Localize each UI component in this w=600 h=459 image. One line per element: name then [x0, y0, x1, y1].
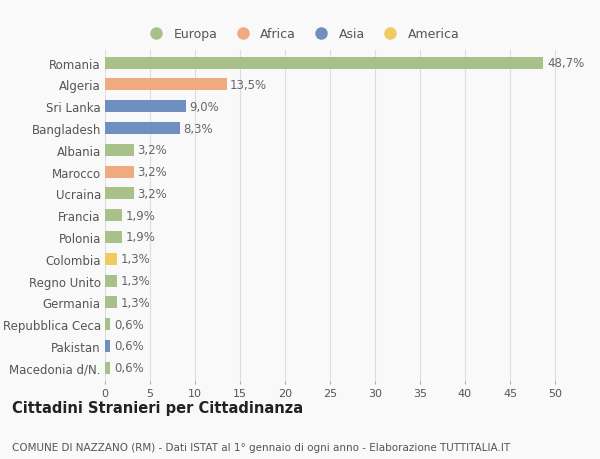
Bar	[105, 297, 116, 308]
Bar	[105, 362, 110, 374]
Bar	[105, 319, 110, 330]
Bar	[105, 79, 227, 91]
Bar	[105, 275, 116, 287]
Text: 13,5%: 13,5%	[230, 79, 267, 92]
Text: 3,2%: 3,2%	[137, 188, 167, 201]
Bar	[105, 166, 134, 178]
Text: 1,3%: 1,3%	[120, 296, 150, 309]
Bar	[105, 57, 544, 69]
Text: Cittadini Stranieri per Cittadinanza: Cittadini Stranieri per Cittadinanza	[12, 400, 303, 415]
Bar	[105, 231, 122, 243]
Text: 1,9%: 1,9%	[126, 209, 155, 222]
Bar	[105, 340, 110, 352]
Text: 0,6%: 0,6%	[114, 361, 144, 375]
Text: 1,9%: 1,9%	[126, 231, 155, 244]
Text: 0,6%: 0,6%	[114, 340, 144, 353]
Text: 3,2%: 3,2%	[137, 144, 167, 157]
Legend: Europa, Africa, Asia, America: Europa, Africa, Asia, America	[144, 28, 459, 41]
Text: 48,7%: 48,7%	[547, 57, 584, 70]
Text: 3,2%: 3,2%	[137, 166, 167, 179]
Bar	[105, 253, 116, 265]
Bar	[105, 145, 134, 157]
Text: 1,3%: 1,3%	[120, 274, 150, 287]
Bar	[105, 188, 134, 200]
Text: COMUNE DI NAZZANO (RM) - Dati ISTAT al 1° gennaio di ogni anno - Elaborazione TU: COMUNE DI NAZZANO (RM) - Dati ISTAT al 1…	[12, 442, 510, 452]
Text: 9,0%: 9,0%	[190, 101, 220, 113]
Text: 0,6%: 0,6%	[114, 318, 144, 331]
Bar	[105, 101, 186, 113]
Text: 1,3%: 1,3%	[120, 253, 150, 266]
Bar	[105, 210, 122, 222]
Text: 8,3%: 8,3%	[184, 122, 213, 135]
Bar	[105, 123, 180, 135]
